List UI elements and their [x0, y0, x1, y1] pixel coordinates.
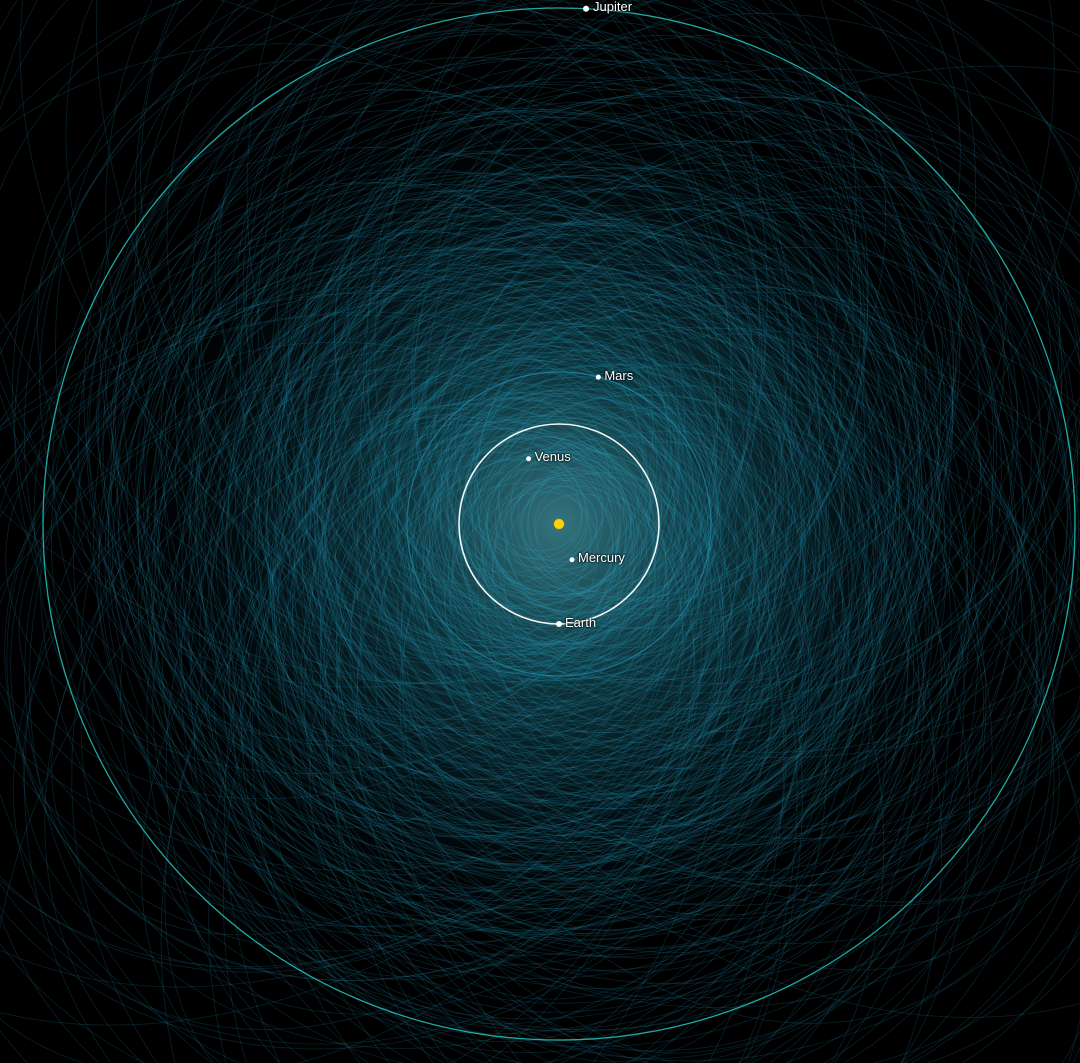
planet-dot-jupiter: [583, 6, 589, 12]
planet-dot-earth: [556, 621, 562, 627]
asteroid-orbits: [0, 0, 1080, 1063]
planet-dot-venus: [526, 456, 531, 461]
sun: [554, 519, 564, 529]
planet-dot-mercury: [570, 557, 575, 562]
orbit-svg: [0, 0, 1080, 1063]
orbit-diagram: MercuryVenusEarthMarsJupiter: [0, 0, 1080, 1063]
planet-dot-mars: [596, 375, 601, 380]
